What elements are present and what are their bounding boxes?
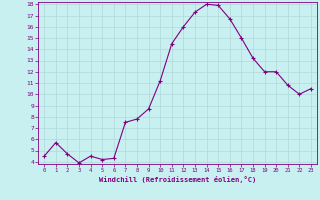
X-axis label: Windchill (Refroidissement éolien,°C): Windchill (Refroidissement éolien,°C): [99, 176, 256, 183]
